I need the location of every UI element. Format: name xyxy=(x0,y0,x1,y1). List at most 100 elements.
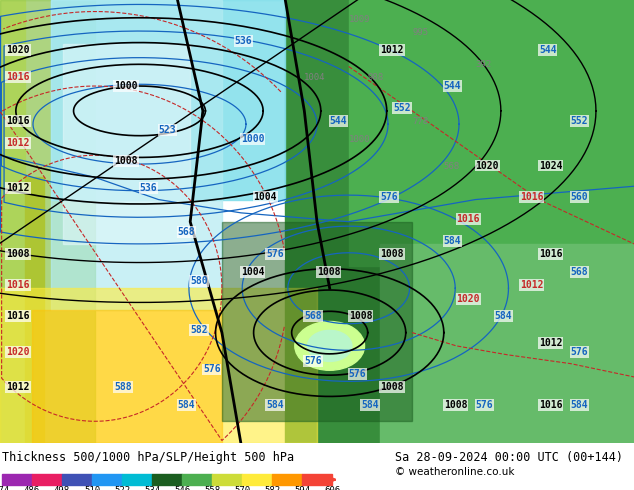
Text: 392: 392 xyxy=(476,59,491,69)
Circle shape xyxy=(307,330,352,362)
Bar xyxy=(272,474,302,485)
Polygon shape xyxy=(51,0,285,199)
Text: 534: 534 xyxy=(144,486,160,490)
Text: 523: 523 xyxy=(158,125,176,135)
Text: 1008: 1008 xyxy=(380,249,404,259)
Polygon shape xyxy=(0,288,317,443)
Bar xyxy=(0,0,25,443)
Text: © weatheronline.co.uk: © weatheronline.co.uk xyxy=(395,467,515,477)
Text: 584: 584 xyxy=(361,400,379,410)
Text: 606: 606 xyxy=(324,486,340,490)
Text: 1016: 1016 xyxy=(6,116,30,126)
Polygon shape xyxy=(63,44,190,244)
Text: 510: 510 xyxy=(84,486,100,490)
Text: 1008: 1008 xyxy=(114,156,138,166)
Text: 1000: 1000 xyxy=(241,134,264,144)
Bar xyxy=(62,474,92,485)
Text: 576: 576 xyxy=(380,192,398,201)
Text: 1016: 1016 xyxy=(456,214,480,224)
Text: 1000: 1000 xyxy=(349,135,370,144)
Text: 1016: 1016 xyxy=(6,72,30,82)
Bar xyxy=(122,474,152,485)
Text: 568: 568 xyxy=(571,267,588,277)
Text: 1016: 1016 xyxy=(6,280,30,290)
Text: Sa 28-09-2024 00:00 UTC (00+144): Sa 28-09-2024 00:00 UTC (00+144) xyxy=(395,451,623,464)
Text: 1012: 1012 xyxy=(539,338,562,348)
Text: 1016: 1016 xyxy=(6,311,30,321)
Text: 1012: 1012 xyxy=(520,280,543,290)
Text: 576: 576 xyxy=(304,356,322,366)
Text: 778: 778 xyxy=(412,117,428,126)
Bar xyxy=(380,244,634,443)
Polygon shape xyxy=(51,0,222,311)
Text: 568: 568 xyxy=(444,162,460,171)
Bar xyxy=(349,0,634,266)
Text: 570: 570 xyxy=(234,486,250,490)
Text: 1012: 1012 xyxy=(6,382,30,392)
Text: 544: 544 xyxy=(330,116,347,126)
Text: 474: 474 xyxy=(0,486,10,490)
Text: 1012: 1012 xyxy=(6,183,30,193)
Text: 546: 546 xyxy=(174,486,190,490)
Text: Thickness 500/1000 hPa/SLP/Height 500 hPa: Thickness 500/1000 hPa/SLP/Height 500 hP… xyxy=(2,451,294,464)
Text: 544: 544 xyxy=(444,81,462,91)
Text: 560: 560 xyxy=(571,192,588,201)
Text: 988: 988 xyxy=(368,73,384,82)
Text: 1020: 1020 xyxy=(6,347,30,357)
Text: 1020: 1020 xyxy=(456,294,480,303)
Text: 576: 576 xyxy=(203,365,221,374)
Text: 536: 536 xyxy=(235,36,252,47)
Text: 1020: 1020 xyxy=(6,45,30,55)
Text: 1012: 1012 xyxy=(6,138,30,148)
Text: 582: 582 xyxy=(190,324,208,335)
Text: 1004: 1004 xyxy=(254,192,277,201)
Text: 1016: 1016 xyxy=(520,192,543,201)
Bar xyxy=(152,474,182,485)
Text: 1016: 1016 xyxy=(539,400,562,410)
Text: 486: 486 xyxy=(24,486,40,490)
Bar xyxy=(92,474,122,485)
Text: 1004: 1004 xyxy=(304,73,326,82)
Bar xyxy=(302,474,332,485)
Circle shape xyxy=(295,321,365,370)
Text: 552: 552 xyxy=(571,116,588,126)
Text: 580: 580 xyxy=(190,276,208,286)
Text: 584: 584 xyxy=(571,400,588,410)
Text: 1020: 1020 xyxy=(476,161,499,171)
Text: 552: 552 xyxy=(393,103,411,113)
Text: 584: 584 xyxy=(178,400,195,410)
Text: 576: 576 xyxy=(266,249,284,259)
Bar xyxy=(32,474,62,485)
Text: 1009: 1009 xyxy=(349,15,370,24)
Text: 582: 582 xyxy=(264,486,280,490)
Text: 522: 522 xyxy=(114,486,130,490)
Text: 584: 584 xyxy=(444,236,462,246)
Text: 1012: 1012 xyxy=(380,45,404,55)
Text: 588: 588 xyxy=(114,382,132,392)
Text: 1008: 1008 xyxy=(6,249,30,259)
Polygon shape xyxy=(222,221,412,421)
Text: 1008: 1008 xyxy=(380,382,404,392)
Text: 576: 576 xyxy=(571,347,588,357)
Bar xyxy=(285,0,634,443)
Bar xyxy=(2,474,32,485)
Text: 584: 584 xyxy=(266,400,284,410)
Text: 576: 576 xyxy=(476,400,493,410)
Bar xyxy=(0,0,95,443)
Text: 568: 568 xyxy=(304,311,322,321)
Bar xyxy=(25,177,44,443)
Text: 1004: 1004 xyxy=(241,267,264,277)
Text: 1008: 1008 xyxy=(317,267,340,277)
Text: 1008: 1008 xyxy=(349,311,372,321)
Text: 558: 558 xyxy=(204,486,220,490)
Text: 1008: 1008 xyxy=(444,400,467,410)
Text: 1024: 1024 xyxy=(539,161,562,171)
Bar xyxy=(182,474,212,485)
Text: 1016: 1016 xyxy=(539,249,562,259)
Text: 995: 995 xyxy=(412,28,428,37)
Text: 594: 594 xyxy=(294,486,310,490)
Text: 544: 544 xyxy=(539,45,557,55)
Text: 536: 536 xyxy=(139,183,157,193)
Polygon shape xyxy=(32,311,222,443)
Text: 584: 584 xyxy=(495,311,512,321)
